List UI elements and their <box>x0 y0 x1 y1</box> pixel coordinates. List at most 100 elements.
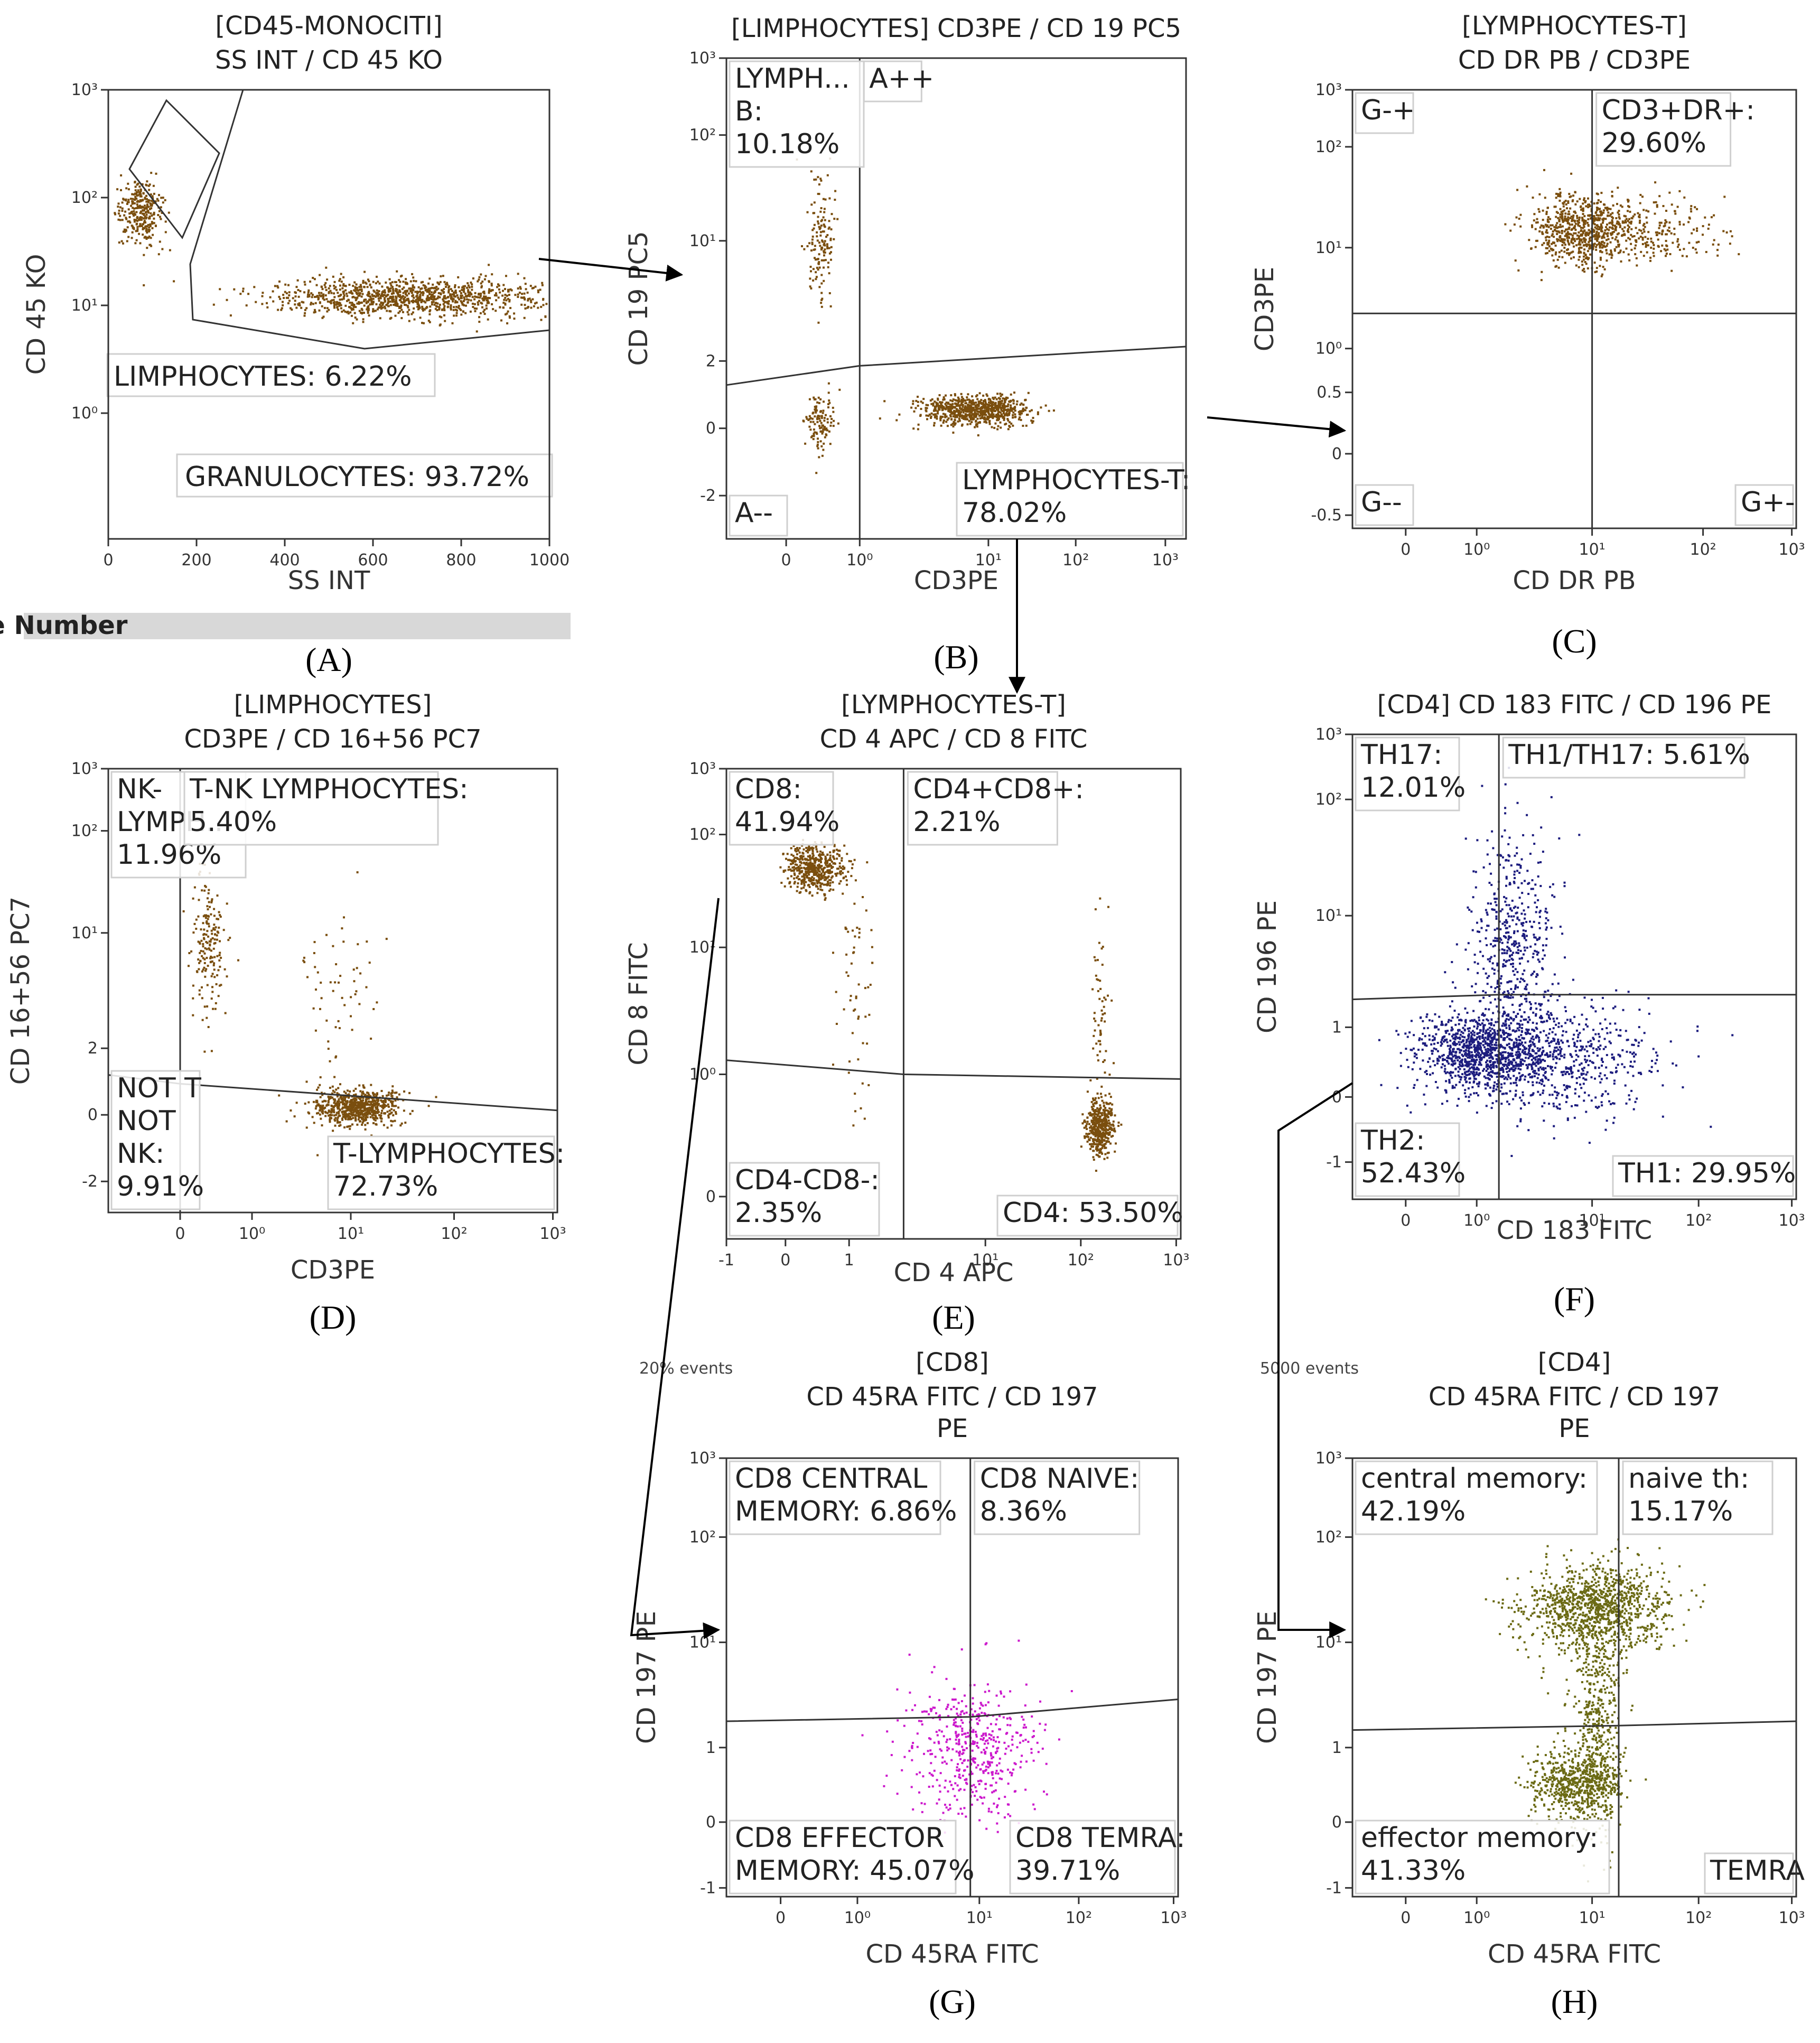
event-dot <box>335 301 338 303</box>
event-dot <box>811 850 814 853</box>
event-dot <box>358 292 360 294</box>
event-dot <box>1570 229 1573 231</box>
y-tick-label: 2 <box>706 352 716 370</box>
event-dot <box>1587 218 1590 220</box>
event-dot <box>1559 223 1562 226</box>
event-dot <box>789 868 791 871</box>
panel-title: [CD45-MONOCITI] <box>215 11 442 41</box>
event-dot <box>917 428 919 431</box>
event-dot <box>820 207 823 209</box>
event-dot <box>295 1102 298 1104</box>
event-dot <box>354 287 357 290</box>
event-dot <box>203 928 206 931</box>
y-tick-label: 10¹ <box>71 924 98 943</box>
event-dot <box>824 855 827 858</box>
event-dot <box>920 408 922 410</box>
event-dot <box>431 301 433 303</box>
event-dot <box>1674 212 1677 215</box>
event-dot <box>830 418 833 420</box>
event-dot <box>1004 401 1006 404</box>
event-dot <box>319 302 321 304</box>
event-dot <box>826 243 828 246</box>
event-dot <box>816 421 819 423</box>
event-dot <box>433 292 435 294</box>
event-dot <box>354 286 357 288</box>
event-dot <box>446 284 449 286</box>
event-dot <box>133 219 136 221</box>
event-dot <box>811 238 814 241</box>
event-dot <box>1578 247 1580 250</box>
event-dot <box>997 413 1000 415</box>
event-dot <box>346 1103 348 1105</box>
event-dot <box>964 417 966 419</box>
event-dot <box>206 948 208 950</box>
event-dot <box>389 310 392 313</box>
event-dot <box>531 287 534 290</box>
event-dot <box>435 1096 437 1098</box>
event-dot <box>398 310 401 313</box>
event-dot <box>997 400 1000 403</box>
event-dot <box>945 404 948 407</box>
quadrant-label-line: 5.40% <box>190 806 277 838</box>
event-dot <box>823 208 826 210</box>
event-dot <box>150 212 152 214</box>
event-dot <box>353 1104 356 1107</box>
panel-title: [LIMPHOCYTES] CD3PE / CD 19 PC5 <box>731 14 1181 43</box>
event-dot <box>964 407 966 409</box>
event-dot <box>359 1103 361 1106</box>
event-dot <box>145 213 148 216</box>
event-dot <box>950 418 953 421</box>
event-dot <box>206 930 209 932</box>
event-dot <box>341 1100 344 1103</box>
event-dot <box>996 417 999 419</box>
x-tick-label: 800 <box>446 551 476 570</box>
event-dot <box>807 866 809 869</box>
event-dot <box>1660 250 1663 253</box>
event-dot <box>848 860 851 862</box>
event-dot <box>1561 244 1564 246</box>
event-dot <box>1548 236 1551 238</box>
event-dot <box>965 402 967 405</box>
event-dot <box>366 1104 369 1106</box>
event-dot <box>389 287 392 290</box>
event-dot <box>1584 201 1586 203</box>
event-dot <box>502 290 504 292</box>
event-dot <box>822 198 825 200</box>
event-dot <box>984 411 986 414</box>
event-dot <box>1576 200 1579 203</box>
event-dot <box>977 405 980 407</box>
event-dot <box>387 287 390 290</box>
event-dot <box>825 857 827 860</box>
event-dot <box>826 883 829 885</box>
event-dot <box>134 195 137 198</box>
event-dot <box>380 1090 383 1092</box>
event-dot <box>1513 223 1516 226</box>
event-dot <box>319 1108 322 1111</box>
event-dot <box>816 235 818 238</box>
event-dot <box>836 857 838 860</box>
event-dot <box>352 1111 355 1114</box>
event-dot <box>321 305 323 307</box>
event-dot <box>971 417 974 419</box>
event-dot <box>537 291 539 294</box>
event-dot <box>1588 244 1591 246</box>
event-dot <box>397 312 400 314</box>
event-dot <box>1587 203 1589 206</box>
event-dot <box>1557 217 1560 219</box>
event-dot <box>972 403 974 406</box>
event-dot <box>779 866 782 869</box>
event-dot <box>1677 238 1679 240</box>
event-dot <box>1607 208 1610 210</box>
event-dot <box>282 304 284 306</box>
event-dot <box>966 398 969 401</box>
event-dot <box>951 407 954 410</box>
event-dot <box>829 888 832 891</box>
event-dot <box>955 416 958 418</box>
event-dot <box>354 1093 357 1096</box>
event-dot <box>530 306 533 309</box>
event-dot <box>819 430 822 433</box>
event-dot <box>1571 220 1573 222</box>
event-dot <box>1534 228 1537 230</box>
quadrant-label-upper-left: LYMPH... B: 10.18% <box>735 63 850 160</box>
event-dot <box>158 210 161 212</box>
